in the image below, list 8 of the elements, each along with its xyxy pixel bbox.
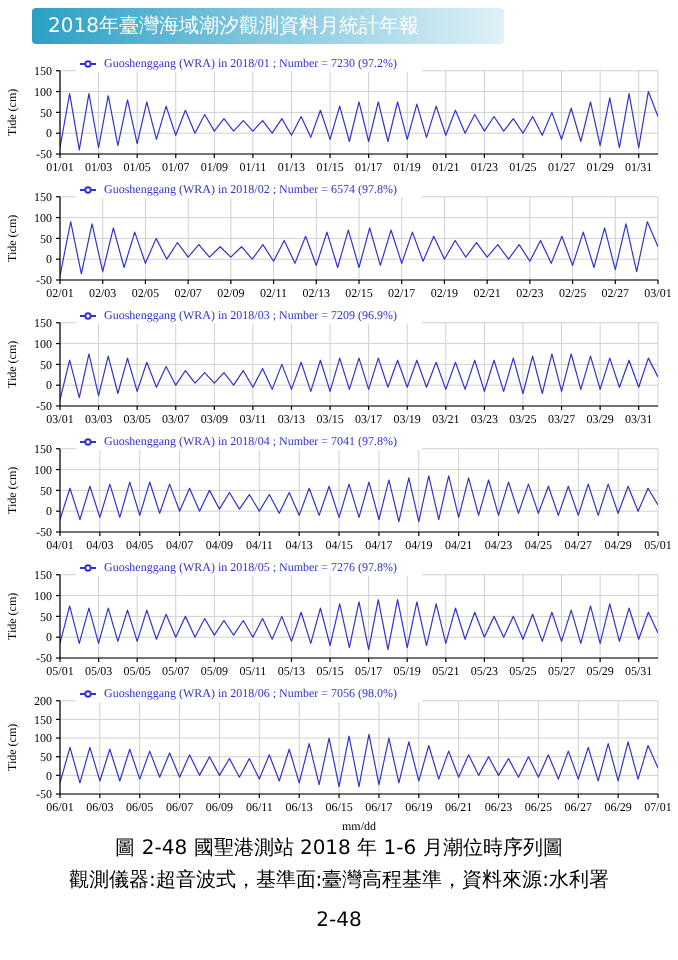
caption: 圖 2-48 國聖港測站 2018 年 1-6 月潮位時序列圖 xyxy=(113,835,565,862)
line-series xyxy=(60,599,658,651)
header-banner: 2018年臺灣海域潮汐觀測資料月統計年報 xyxy=(32,8,504,44)
line-series xyxy=(60,733,658,788)
text: 2-48 xyxy=(314,910,364,932)
text: 觀測儀器:超音波式，基準面:臺灣高程基準，資料來源:水利署 xyxy=(66,867,612,894)
line-series xyxy=(60,353,658,401)
line-series xyxy=(60,475,658,523)
